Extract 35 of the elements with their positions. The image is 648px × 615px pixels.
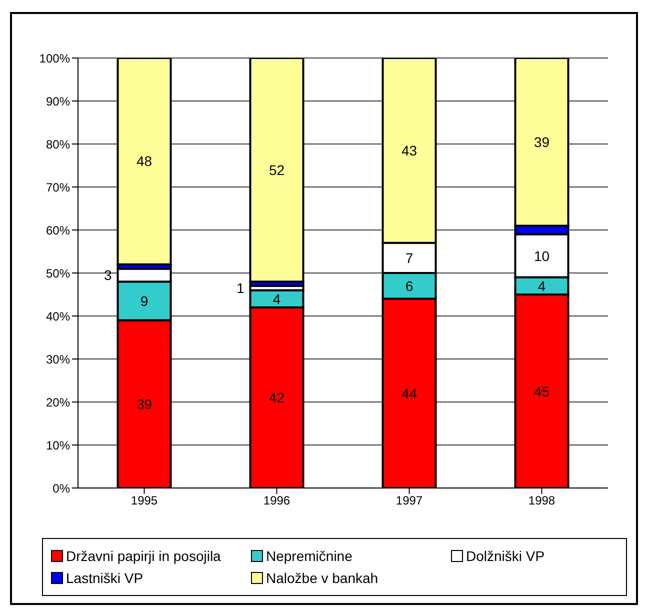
y-tick-label: 100% [39,51,70,66]
legend-label: Lastniški VP [66,570,144,586]
y-tick-label: 0% [52,481,70,496]
y-tick-label: 50% [46,266,70,280]
y-tick-label: 10% [46,438,70,452]
data-label: 4 [538,278,546,294]
data-label: 1 [236,280,244,296]
data-label: 44 [401,385,418,402]
data-label: 42 [268,390,285,406]
x-tick-label: 1996 [263,494,290,508]
y-tick-label: 90% [46,94,70,108]
y-tick-label: 80% [46,137,70,152]
data-label: 7 [405,250,414,266]
legend-label: Nepremičnine [266,548,352,564]
data-label: 52 [268,162,285,178]
legend-label: Naložbe v bankah [266,570,378,586]
data-label: 6 [405,278,414,294]
data-label: 4 [272,290,281,307]
y-tick-label: 70% [46,180,70,194]
data-label: 39 [136,396,152,412]
y-tick-label: 30% [46,352,70,366]
data-label: 9 [140,292,148,309]
y-tick-label: 20% [46,395,70,410]
x-tick-label: 1997 [396,494,423,508]
y-tick-label: 60% [46,223,70,238]
data-label: 10 [534,248,550,264]
data-label: 43 [401,142,418,158]
x-tick-label: 1995 [130,494,158,508]
y-tick-label: 40% [46,309,70,324]
data-label: 45 [534,383,550,400]
legend-label: Dolžniški VP [466,548,545,564]
legend-label: Državni papirji in posojila [66,548,221,564]
data-label: 39 [534,134,550,150]
x-tick-label: 1998 [528,494,556,508]
data-label: 48 [136,153,152,170]
